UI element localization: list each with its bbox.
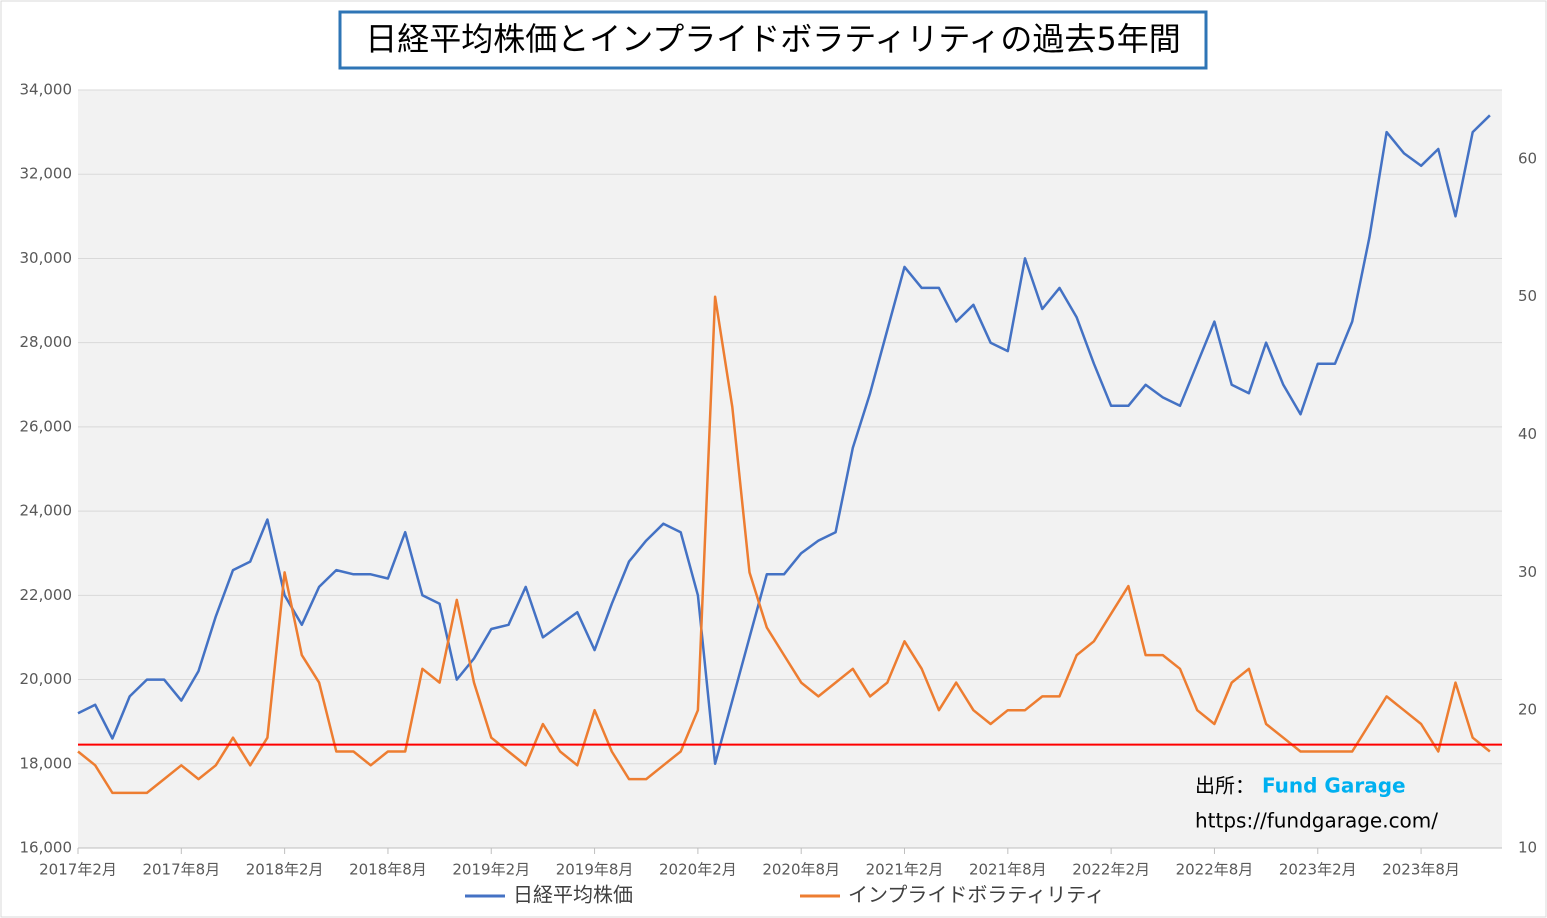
x-tick-label: 2019年2月	[452, 861, 530, 879]
y-tick-label: 32,000	[20, 165, 73, 183]
y2-tick-label: 30	[1518, 563, 1537, 581]
y2-tick-label: 60	[1518, 149, 1537, 167]
source-name: Fund Garage	[1262, 774, 1406, 798]
x-tick-label: 2023年8月	[1382, 861, 1460, 879]
plot-area	[78, 90, 1502, 848]
y-tick-label: 16,000	[20, 839, 73, 857]
x-tick-label: 2021年8月	[969, 861, 1047, 879]
y-tick-label: 24,000	[20, 502, 73, 520]
y-tick-label: 20,000	[20, 670, 73, 688]
y-tick-label: 30,000	[20, 249, 73, 267]
x-tick-label: 2020年8月	[762, 861, 840, 879]
y-tick-label: 34,000	[20, 81, 73, 99]
x-tick-label: 2017年8月	[142, 861, 220, 879]
legend-label: インプライドボラティリティ	[848, 883, 1105, 907]
series-line	[77, 295, 1491, 795]
x-tick-label: 2017年2月	[39, 861, 117, 879]
y2-tick-label: 20	[1518, 701, 1537, 719]
chart-title: 日経平均株価とインプライドボラティリティの過去5年間	[365, 20, 1181, 58]
x-tick-label: 2018年2月	[246, 861, 324, 879]
source-url: https://fundgarage.com/	[1195, 809, 1438, 833]
x-tick-label: 2022年2月	[1072, 861, 1150, 879]
x-tick-label: 2023年2月	[1279, 861, 1357, 879]
y-tick-label: 22,000	[20, 586, 73, 604]
x-tick-label: 2022年8月	[1176, 861, 1254, 879]
series-line	[77, 114, 1491, 766]
y-tick-label: 18,000	[20, 754, 73, 772]
x-tick-label: 2019年8月	[556, 861, 634, 879]
source-label: 出所：	[1195, 774, 1255, 798]
y2-tick-label: 50	[1518, 287, 1537, 305]
y2-tick-label: 40	[1518, 425, 1537, 443]
x-tick-label: 2020年2月	[659, 861, 737, 879]
x-tick-label: 2018年8月	[349, 861, 427, 879]
title-box	[338, 10, 1208, 70]
y2-tick-label: 10	[1518, 839, 1537, 857]
y-tick-label: 28,000	[20, 333, 73, 351]
x-tick-label: 2021年2月	[866, 861, 944, 879]
legend-label: 日経平均株価	[513, 883, 633, 907]
y-tick-label: 26,000	[20, 417, 73, 435]
